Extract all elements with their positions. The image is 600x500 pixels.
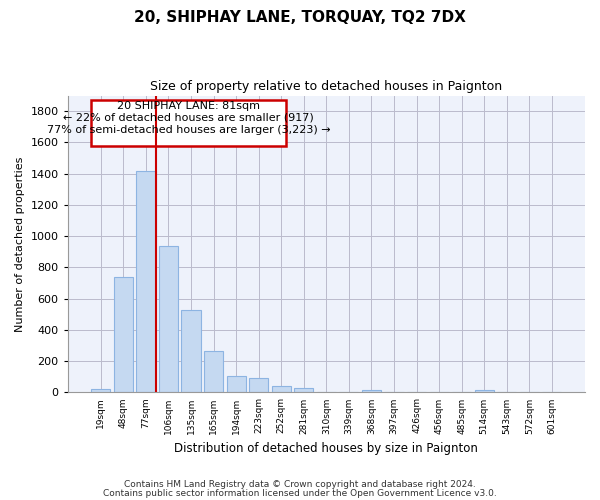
- Bar: [181, 310, 200, 392]
- Bar: [91, 100, 286, 146]
- Text: 77% of semi-detached houses are larger (3,223) →: 77% of semi-detached houses are larger (…: [47, 125, 331, 135]
- X-axis label: Distribution of detached houses by size in Paignton: Distribution of detached houses by size …: [175, 442, 478, 455]
- Bar: [475, 390, 494, 392]
- Bar: [204, 351, 223, 393]
- Bar: [362, 390, 381, 392]
- Text: Contains public sector information licensed under the Open Government Licence v3: Contains public sector information licen…: [103, 490, 497, 498]
- Bar: [91, 389, 110, 392]
- Text: 20, SHIPHAY LANE, TORQUAY, TQ2 7DX: 20, SHIPHAY LANE, TORQUAY, TQ2 7DX: [134, 10, 466, 25]
- Text: 20 SHIPHAY LANE: 81sqm: 20 SHIPHAY LANE: 81sqm: [117, 102, 260, 112]
- Bar: [272, 386, 291, 392]
- Bar: [227, 376, 246, 392]
- Y-axis label: Number of detached properties: Number of detached properties: [15, 156, 25, 332]
- Bar: [114, 277, 133, 392]
- Bar: [159, 246, 178, 392]
- Title: Size of property relative to detached houses in Paignton: Size of property relative to detached ho…: [150, 80, 502, 93]
- Text: ← 22% of detached houses are smaller (917): ← 22% of detached houses are smaller (91…: [63, 112, 314, 122]
- Bar: [249, 378, 268, 392]
- Bar: [294, 388, 313, 392]
- Text: Contains HM Land Registry data © Crown copyright and database right 2024.: Contains HM Land Registry data © Crown c…: [124, 480, 476, 489]
- Bar: [136, 170, 155, 392]
